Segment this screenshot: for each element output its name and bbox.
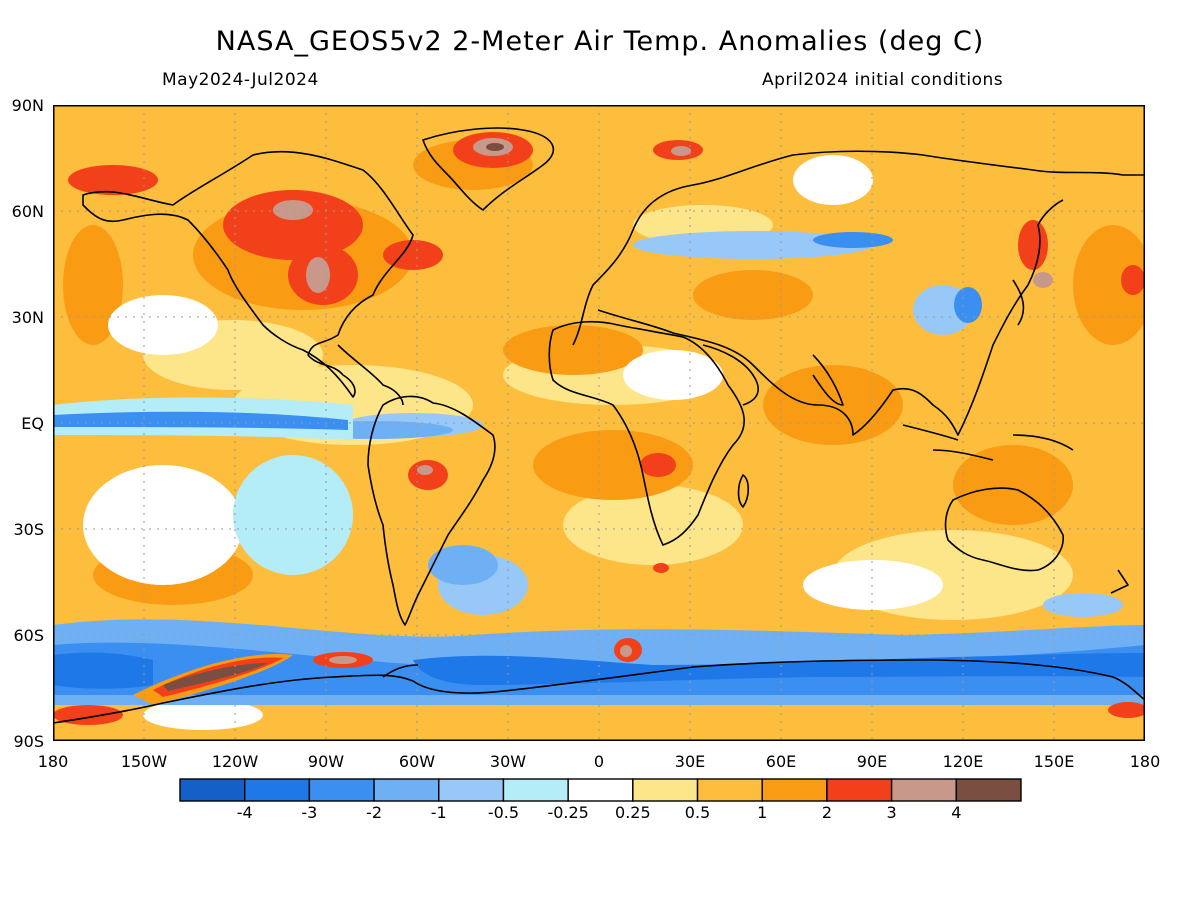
lon-label-0: 0	[593, 752, 605, 771]
colorbar-cell	[696, 778, 763, 802]
colorbar-cell	[243, 778, 311, 802]
colorbar-label: 0.25	[615, 803, 651, 822]
lon-label-90w: 90W	[307, 752, 345, 771]
lon-label-180w: 180	[37, 752, 69, 771]
colorbar-cell	[308, 778, 375, 802]
lat-label-90s: 90S	[13, 732, 44, 751]
colorbar-label: 3	[886, 803, 897, 822]
lon-label-150e: 150E	[1033, 752, 1075, 771]
lon-label-90e: 90E	[856, 752, 888, 771]
colorbar-cell	[179, 778, 246, 802]
colorbar-cell	[955, 778, 1022, 802]
colorbar-label: -3	[301, 803, 318, 822]
colorbar-cell	[373, 778, 440, 802]
colorbar-label: -0.5	[487, 803, 520, 822]
lon-label-60w: 60W	[398, 752, 436, 771]
colorbar-cell	[632, 778, 699, 802]
colorbar	[179, 778, 1022, 802]
colorbar-cell	[567, 778, 634, 802]
lat-label-60n: 60N	[11, 202, 44, 221]
colorbar-label: 2	[821, 803, 833, 822]
initial-conditions: April2024 initial conditions	[762, 70, 1004, 90]
colorbar-label: 4	[951, 803, 962, 822]
near-zero-regions	[83, 155, 943, 730]
lat-label-60s: 60S	[13, 626, 44, 645]
hot-spots	[68, 132, 1145, 573]
lon-label-30e: 30E	[674, 752, 706, 771]
colorbar-label: -4	[236, 803, 253, 822]
colorbar-label: -2	[366, 803, 383, 822]
lat-label-30s: 30S	[13, 520, 44, 539]
lat-label-30n: 30N	[11, 308, 44, 327]
lon-label-150w: 150W	[120, 752, 168, 771]
lon-label-60e: 60E	[765, 752, 797, 771]
chart-title: NASA_GEOS5v2 2-Meter Air Temp. Anomalies…	[215, 26, 985, 57]
anomaly-map	[53, 105, 1145, 741]
colorbar-cell	[826, 778, 893, 802]
lon-label-120e: 120E	[942, 752, 984, 771]
colorbar-label: 0.5	[684, 803, 711, 822]
equatorial-pacific-cool	[53, 397, 353, 440]
colorbar-label: -0.25	[547, 803, 589, 822]
lat-label-eq: EQ	[21, 414, 44, 433]
cool-regions	[233, 231, 1123, 617]
lon-label-30w: 30W	[489, 752, 527, 771]
colorbar-cell	[761, 778, 828, 802]
lat-label-90n: 90N	[11, 96, 44, 115]
colorbar-cell	[890, 778, 958, 802]
coastlines	[53, 127, 1145, 724]
gridlines	[53, 105, 1145, 741]
colorbar-label: 1	[757, 803, 768, 822]
lon-label-180e: 180	[1129, 752, 1161, 771]
lon-label-120w: 120W	[211, 752, 259, 771]
forecast-period: May2024-Jul2024	[162, 70, 319, 90]
colorbar-label: -1	[430, 803, 447, 822]
colorbar-cell	[502, 778, 569, 802]
colorbar-cell	[438, 778, 505, 802]
